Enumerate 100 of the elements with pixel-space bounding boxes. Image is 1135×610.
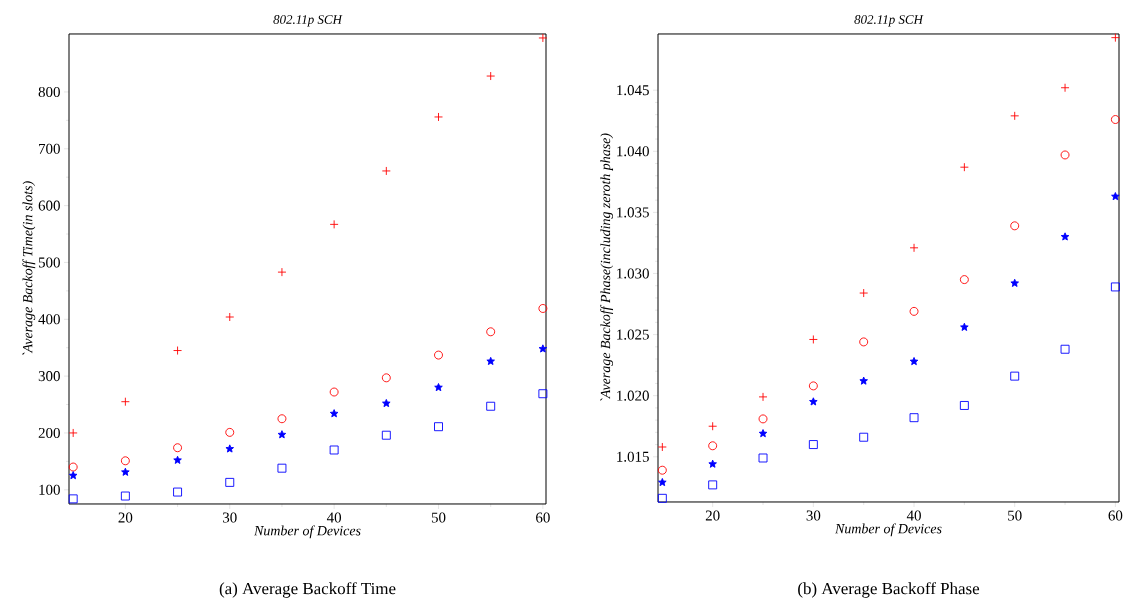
point: [708, 441, 718, 451]
point: [121, 467, 130, 476]
point: [68, 471, 78, 480]
point: [657, 442, 667, 452]
x-tick-label: 60: [1108, 510, 1123, 521]
point: [808, 335, 818, 344]
point: [959, 275, 969, 285]
point: [658, 477, 667, 487]
point: [381, 166, 391, 176]
point: [909, 357, 919, 366]
x-tick-label: 30: [806, 510, 821, 521]
point: [909, 306, 919, 316]
point: [1060, 232, 1070, 241]
point: [959, 162, 969, 172]
text: (a) Average Backoff Time: [219, 582, 396, 598]
point: [1060, 344, 1070, 354]
point: [1111, 192, 1120, 201]
point: [808, 381, 818, 391]
y-tick-label: 1.035: [617, 207, 649, 218]
y-tick-label: 800: [38, 86, 60, 97]
chart-title: 802.11p SCH: [273, 15, 343, 27]
point: [486, 71, 496, 81]
point: [1010, 371, 1020, 381]
x-tick-label: 50: [431, 512, 446, 523]
point: [68, 462, 78, 472]
point: [959, 401, 969, 410]
y-axis-title: `Average Backoff Time(in slots): [22, 181, 36, 356]
text: (b) Average Backoff Phase: [798, 582, 980, 598]
point: [277, 430, 287, 439]
point: [173, 346, 183, 355]
point: [758, 414, 768, 424]
point: [808, 440, 818, 449]
point: [434, 383, 443, 392]
point: [859, 337, 869, 347]
x-tick-label: 20: [118, 512, 133, 523]
point: [381, 430, 391, 440]
point: [758, 392, 768, 402]
chart-title: 802.11p SCH: [854, 15, 924, 27]
point: [120, 397, 130, 407]
point: [381, 373, 391, 383]
point: [277, 267, 287, 277]
point: [486, 401, 496, 411]
x-tick-label: 40: [326, 512, 342, 523]
y-tick-label: 100: [39, 484, 60, 495]
point: [329, 445, 339, 455]
y-tick-label: 600: [38, 200, 60, 211]
y-tick-label: 1.040: [617, 146, 649, 157]
point: [434, 350, 443, 360]
point: [538, 33, 548, 43]
point: [657, 493, 667, 503]
x-tick-label: 20: [705, 510, 720, 521]
point: [538, 344, 548, 353]
point: [225, 477, 235, 487]
point: [329, 219, 339, 229]
x-axis-title: Number of Devices: [253, 525, 361, 539]
point: [68, 428, 78, 438]
y-tick-label: 1.025: [617, 329, 649, 340]
point: [382, 398, 391, 408]
y-tick-label: 1.030: [617, 268, 649, 279]
point: [225, 427, 235, 437]
point: [1010, 278, 1019, 287]
point: [859, 432, 869, 442]
y-tick-label: 300: [38, 371, 60, 382]
point: [909, 243, 919, 253]
y-tick-label: 500: [38, 257, 60, 268]
point: [68, 494, 78, 504]
x-tick-label: 60: [536, 512, 550, 523]
x-tick-label: 50: [1008, 510, 1022, 521]
point: [486, 356, 495, 366]
point: [909, 413, 919, 423]
point: [173, 443, 183, 453]
point: [173, 487, 183, 497]
x-tick-label: 30: [223, 512, 237, 523]
point: [538, 389, 548, 399]
point: [277, 463, 287, 473]
point: [859, 288, 869, 298]
y-tick-label: 700: [39, 143, 60, 154]
point: [708, 421, 718, 431]
y-tick-label: 1.015: [617, 451, 649, 462]
point: [329, 409, 339, 418]
point: [1110, 115, 1120, 124]
point: [758, 453, 768, 463]
point: [1060, 150, 1070, 160]
point: [1110, 33, 1120, 43]
point: [1010, 111, 1020, 121]
y-tick-label: 1.020: [617, 390, 649, 401]
point: [120, 456, 130, 466]
x-tick-label: 40: [906, 510, 921, 521]
point: [859, 376, 868, 385]
point: [809, 397, 818, 406]
point: [120, 491, 130, 501]
y-tick-label: 200: [38, 427, 60, 438]
point: [1060, 83, 1070, 93]
point: [173, 455, 182, 464]
x-axis-title: Number of Devices: [834, 523, 942, 537]
y-tick-label: 400: [38, 314, 60, 325]
point: [960, 322, 969, 331]
point: [657, 465, 667, 475]
y-axis-title: `Average Backoff Phase(including zeroth phase): [600, 133, 614, 401]
point: [277, 414, 287, 424]
